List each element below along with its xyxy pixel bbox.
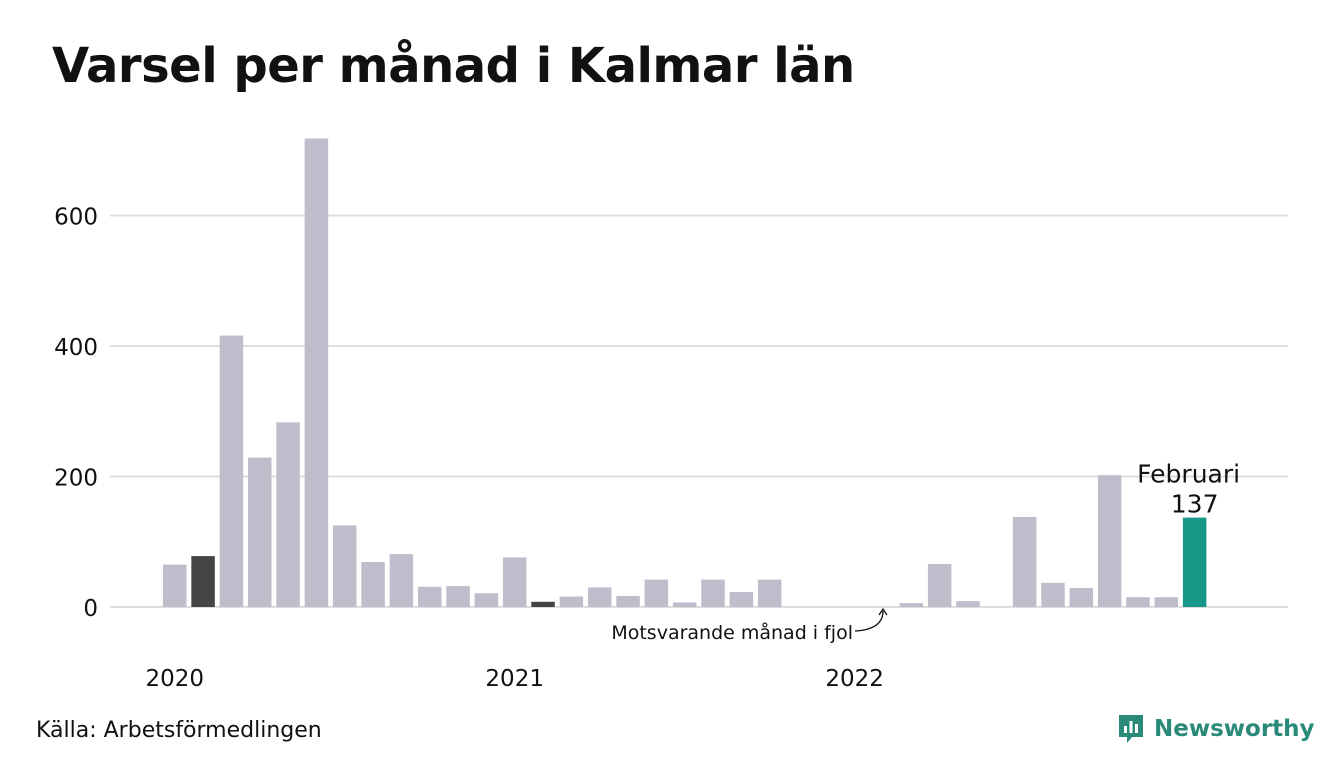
bar-2020-05	[276, 422, 300, 607]
bar-2021-09	[729, 591, 754, 607]
bar-2022-03	[899, 603, 924, 607]
y-tick-label: 600	[54, 205, 98, 231]
bar-2020-11	[446, 586, 470, 607]
bar-2021-03	[559, 596, 584, 607]
bar-2020-09	[389, 554, 414, 607]
bar-chart: 0 200 400 600 2020 2021 2022 Februari 137 Mot…	[54, 138, 1288, 692]
bar-2020-10	[417, 586, 442, 607]
x-axis-ticks: 2020 2021 2022	[145, 666, 883, 692]
bar-2022-10	[1097, 475, 1122, 607]
brand-logo[interactable]: Newsworthy	[1116, 712, 1315, 746]
bar-2020-02	[191, 556, 215, 607]
bar-2022-07	[1012, 516, 1037, 607]
bar-2023-01	[1182, 517, 1207, 607]
bar-2021-05	[616, 595, 640, 607]
bar-2021-06	[644, 579, 669, 607]
bar-2021-02	[531, 601, 555, 607]
bar-2020-07	[332, 525, 357, 607]
x-tick-label: 2021	[485, 666, 544, 692]
current-month-label: Februari	[1137, 460, 1240, 489]
bar-2022-08	[1041, 582, 1065, 607]
y-tick-label: 200	[54, 466, 98, 492]
annotation-text: Motsvarande månad i fjol	[611, 621, 853, 644]
bar-2020-12	[474, 593, 499, 607]
bar-2021-07	[672, 602, 697, 607]
annotation-arrowhead	[878, 607, 888, 616]
newsworthy-logo-icon	[1119, 715, 1143, 743]
bar-2022-04	[927, 563, 952, 607]
current-value-label: Februari 137	[1137, 460, 1240, 519]
bar-2020-06	[304, 138, 329, 607]
bar-2022-09	[1069, 588, 1094, 607]
bar-2020-01	[163, 564, 187, 607]
y-tick-label: 0	[83, 596, 98, 622]
annotation-arrow	[854, 610, 884, 632]
x-tick-label: 2022	[825, 666, 884, 692]
bar-2022-11	[1126, 597, 1150, 607]
y-axis-ticks: 0 200 400 600	[54, 205, 98, 623]
brand-name: Newsworthy	[1154, 716, 1315, 742]
bar-2022-12	[1154, 597, 1179, 607]
y-tick-label: 400	[54, 335, 98, 361]
bar-2020-08	[361, 561, 385, 607]
bar-2021-04	[587, 587, 612, 607]
bar-2021-10	[757, 579, 782, 607]
bar-2022-05	[956, 601, 980, 607]
current-value-text: 137	[1171, 490, 1219, 519]
source-note: Källa: Arbetsförmedlingen	[36, 718, 322, 743]
chart-title: Varsel per månad i Kalmar län	[52, 38, 855, 94]
bar-2021-01	[502, 557, 527, 607]
bar-2021-08	[701, 579, 725, 607]
bars	[163, 138, 1207, 607]
bar-2020-03	[219, 335, 244, 607]
x-tick-label: 2020	[145, 666, 204, 692]
annotation: Motsvarande månad i fjol	[611, 607, 888, 644]
bar-2020-04	[247, 457, 272, 607]
